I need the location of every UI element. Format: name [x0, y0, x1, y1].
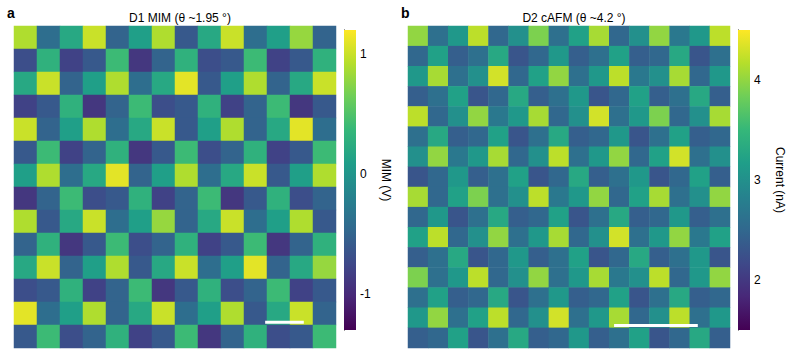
svg-text:D1 MIM (θ ~1.95 °): D1 MIM (θ ~1.95 °)	[129, 11, 231, 25]
svg-text:3: 3	[754, 173, 761, 187]
svg-text:b: b	[401, 5, 410, 21]
svg-text:a: a	[7, 5, 15, 21]
svg-text:MIM (V): MIM (V)	[379, 159, 393, 202]
svg-text:2: 2	[754, 273, 761, 287]
svg-text:0: 0	[360, 167, 367, 181]
svg-text:4: 4	[754, 73, 761, 87]
svg-text:Current (nA): Current (nA)	[773, 147, 787, 213]
svg-text:D2 cAFM (θ ~4.2 °): D2 cAFM (θ ~4.2 °)	[522, 11, 625, 25]
svg-text:-1: -1	[360, 287, 371, 301]
svg-text:1: 1	[360, 47, 367, 61]
